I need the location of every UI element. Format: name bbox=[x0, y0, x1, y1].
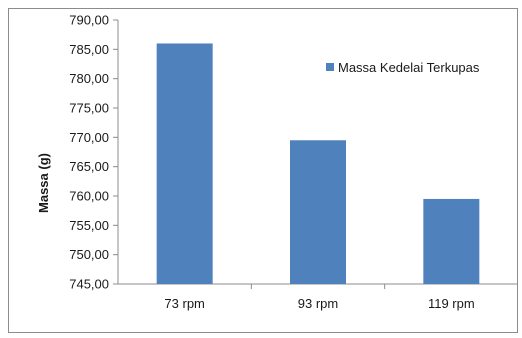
x-tick-label: 119 rpm bbox=[428, 296, 475, 311]
x-tick-label: 93 rpm bbox=[298, 296, 338, 311]
x-tick-label: 73 rpm bbox=[164, 296, 204, 311]
y-tick-label: 760,00 bbox=[69, 189, 109, 204]
legend-swatch bbox=[326, 63, 334, 71]
y-tick-label: 765,00 bbox=[69, 159, 109, 174]
y-tick-label: 755,00 bbox=[69, 218, 109, 233]
legend: Massa Kedelai Terkupas bbox=[326, 60, 480, 75]
x-axis-ticks: 73 rpm 93 rpm 119 rpm bbox=[164, 284, 475, 311]
bar bbox=[290, 140, 346, 284]
legend-label: Massa Kedelai Terkupas bbox=[338, 60, 480, 75]
y-tick-label: 790,00 bbox=[69, 13, 109, 28]
y-axis-ticks: 745,00 750,00 755,00 760,00 765,00 770,00 775,… bbox=[69, 13, 118, 292]
y-tick-label: 785,00 bbox=[69, 42, 109, 57]
y-tick-label: 775,00 bbox=[69, 101, 109, 116]
y-tick-label: 780,00 bbox=[69, 71, 109, 86]
y-tick-label: 750,00 bbox=[69, 247, 109, 262]
bar bbox=[156, 43, 213, 284]
bar bbox=[423, 198, 480, 284]
bars bbox=[156, 43, 480, 284]
y-axis-label: Massa (g) bbox=[36, 153, 51, 213]
y-tick-label: 770,00 bbox=[69, 130, 109, 145]
y-tick-label: 745,00 bbox=[69, 277, 109, 292]
